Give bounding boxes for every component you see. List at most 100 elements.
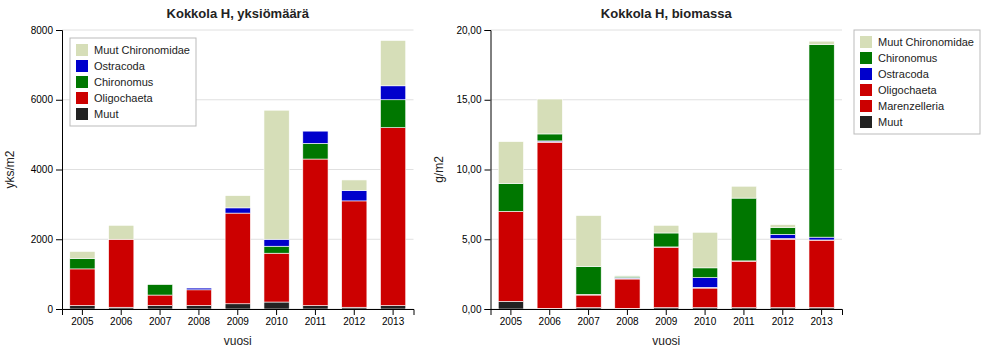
series bbox=[498, 45, 834, 295]
legend-item: Oligochaeta bbox=[76, 92, 154, 104]
x-tick: 2009 bbox=[227, 309, 250, 327]
legend-swatch bbox=[860, 36, 872, 48]
x-tick-mark bbox=[393, 309, 394, 315]
series bbox=[186, 86, 405, 290]
bar bbox=[654, 225, 679, 233]
bar bbox=[186, 288, 211, 289]
y-tick-label: 0,00 bbox=[462, 304, 482, 315]
legend-item: Muut bbox=[860, 116, 902, 128]
bar bbox=[692, 232, 717, 268]
bar bbox=[809, 45, 834, 238]
legend-item: Ostracoda bbox=[860, 68, 930, 80]
bar bbox=[303, 143, 328, 159]
grid-line bbox=[62, 169, 414, 170]
bar bbox=[264, 302, 289, 309]
x-tick-label: 2013 bbox=[810, 316, 833, 327]
bar bbox=[342, 201, 367, 307]
bar bbox=[264, 239, 289, 246]
grid-line bbox=[491, 30, 843, 31]
legend-label: Chironomus bbox=[94, 76, 154, 88]
legend-item: Muut Chironomidae bbox=[76, 44, 190, 56]
bar bbox=[537, 142, 562, 308]
y-axis-line bbox=[485, 31, 492, 310]
bar bbox=[731, 262, 756, 308]
x-axis-title: vuosi bbox=[224, 334, 252, 348]
panel: 2005200620072008200920102011201220130,00… bbox=[432, 6, 981, 348]
bar bbox=[380, 128, 405, 306]
bar bbox=[70, 251, 95, 258]
legend-label: Chironomus bbox=[878, 52, 938, 64]
bar bbox=[537, 134, 562, 141]
bar bbox=[186, 306, 211, 309]
bar bbox=[537, 99, 562, 134]
bar bbox=[342, 190, 367, 200]
bar bbox=[537, 141, 562, 143]
series bbox=[537, 142, 834, 295]
legend-item: Ostracoda bbox=[76, 60, 146, 72]
y-axis-title: g/m2 bbox=[432, 156, 446, 183]
legend-label: Ostracoda bbox=[94, 60, 146, 72]
bar bbox=[615, 276, 640, 277]
legend-label: Muut bbox=[94, 108, 118, 120]
legend-swatch bbox=[76, 92, 88, 104]
x-tick-mark bbox=[743, 309, 744, 315]
bar bbox=[770, 227, 795, 234]
bar bbox=[147, 285, 172, 295]
y-tick: 5,00 bbox=[462, 234, 490, 245]
bar bbox=[380, 306, 405, 309]
y-tick: 4000 bbox=[31, 164, 62, 175]
x-tick-mark bbox=[549, 309, 550, 315]
x-tick-mark bbox=[705, 309, 706, 315]
bar bbox=[70, 258, 95, 268]
bar bbox=[109, 225, 134, 239]
x-tick: 2005 bbox=[71, 309, 94, 327]
y-tick-label: 5,00 bbox=[462, 234, 482, 245]
legend-label: Muut Chironomidae bbox=[94, 44, 190, 56]
y-tick: 2000 bbox=[31, 234, 62, 245]
x-tick-label: 2005 bbox=[71, 316, 94, 327]
series bbox=[70, 100, 406, 295]
x-tick-mark bbox=[276, 309, 277, 315]
bar bbox=[380, 86, 405, 100]
x-tick: 2011 bbox=[733, 309, 755, 327]
x-tick-mark bbox=[315, 309, 316, 315]
legend-swatch bbox=[860, 68, 872, 80]
legend-item: Muut bbox=[76, 108, 118, 120]
legend: Muut Chironomidae Ostracoda Chironomus Olig… bbox=[70, 38, 196, 126]
y-tick-mark bbox=[485, 239, 491, 240]
legend-swatch bbox=[76, 44, 88, 56]
legend-label: Muut bbox=[878, 116, 902, 128]
legend-frame bbox=[70, 38, 196, 126]
bar bbox=[770, 239, 795, 307]
bar bbox=[654, 233, 679, 247]
bar bbox=[303, 131, 328, 132]
y-tick-mark bbox=[485, 100, 491, 101]
x-tick-label: 2006 bbox=[110, 316, 133, 327]
bar bbox=[303, 306, 328, 309]
bar bbox=[692, 288, 717, 308]
x-tick: 2010 bbox=[265, 309, 288, 327]
y-axis: 02000400060008000 bbox=[31, 25, 63, 315]
bar bbox=[498, 183, 523, 211]
x-tick: 2005 bbox=[500, 309, 523, 327]
legend-item: Marenzelleria bbox=[860, 100, 945, 112]
y-tick-label: 2000 bbox=[31, 234, 54, 245]
legend-frame bbox=[854, 30, 980, 134]
x-tick: 2009 bbox=[655, 309, 678, 327]
x-tick-label: 2010 bbox=[694, 316, 717, 327]
grid-line bbox=[62, 30, 414, 31]
bar bbox=[576, 266, 601, 294]
y-tick-label: 6000 bbox=[31, 94, 54, 105]
legend-item: Oligochaeta bbox=[860, 84, 938, 96]
x-tick: 2008 bbox=[188, 309, 211, 327]
y-tick-label: 15,00 bbox=[456, 94, 481, 105]
bar bbox=[809, 41, 834, 44]
legend: Muut ChironomidaeChironomusOstracodaOlig… bbox=[854, 30, 980, 134]
bar bbox=[576, 216, 601, 267]
bar bbox=[186, 288, 211, 290]
bar bbox=[225, 196, 250, 208]
x-tick-label: 2009 bbox=[655, 316, 678, 327]
x-tick-label: 2011 bbox=[305, 316, 327, 327]
bar bbox=[225, 304, 250, 309]
x-tick-mark bbox=[82, 309, 83, 315]
